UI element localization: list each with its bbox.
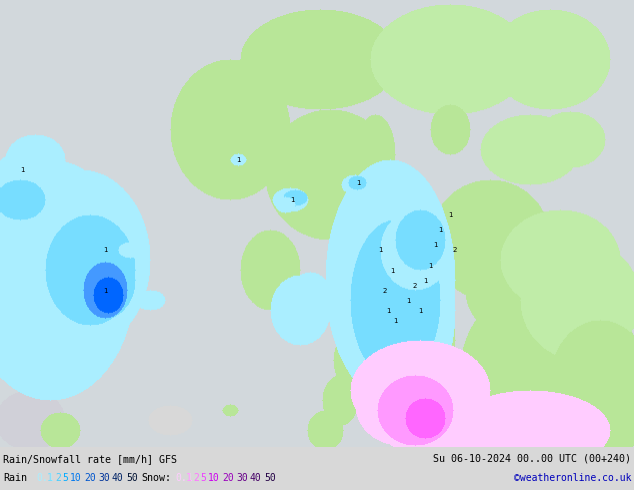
Text: 1: 1 <box>418 308 422 314</box>
Text: 1: 1 <box>385 308 391 314</box>
Text: 20: 20 <box>84 473 96 483</box>
Text: 2: 2 <box>453 247 457 253</box>
Text: 1: 1 <box>390 268 394 273</box>
Text: 1: 1 <box>433 243 437 248</box>
Text: 1: 1 <box>406 297 410 304</box>
Text: 50: 50 <box>126 473 138 483</box>
Text: 5: 5 <box>200 473 206 483</box>
Text: 1: 1 <box>437 227 443 233</box>
Text: 2: 2 <box>55 473 61 483</box>
Text: 1: 1 <box>448 213 452 219</box>
Text: 50: 50 <box>264 473 276 483</box>
Text: Rain/Snowfall rate [mm/h] GFS: Rain/Snowfall rate [mm/h] GFS <box>3 454 177 464</box>
Text: 10: 10 <box>70 473 82 483</box>
Text: 2: 2 <box>413 283 417 289</box>
Text: 1: 1 <box>378 247 382 253</box>
Text: 1: 1 <box>20 168 24 173</box>
Text: 5: 5 <box>62 473 68 483</box>
Text: 1: 1 <box>290 197 294 203</box>
Text: 40: 40 <box>112 473 124 483</box>
Text: 1: 1 <box>47 473 53 483</box>
Text: 1: 1 <box>392 318 398 323</box>
Text: 10: 10 <box>208 473 220 483</box>
Text: 40: 40 <box>250 473 262 483</box>
Text: 0.1: 0.1 <box>175 473 193 483</box>
Text: 1: 1 <box>103 247 107 253</box>
Text: 1: 1 <box>186 473 192 483</box>
Text: Su 06-10-2024 00..00 UTC (00+240): Su 06-10-2024 00..00 UTC (00+240) <box>433 454 631 464</box>
Text: 1: 1 <box>236 157 240 163</box>
Text: 30: 30 <box>98 473 110 483</box>
Text: 2: 2 <box>383 288 387 294</box>
Text: Snow:: Snow: <box>141 473 171 483</box>
Text: 20: 20 <box>222 473 234 483</box>
Text: 1: 1 <box>428 263 432 269</box>
Text: Rain: Rain <box>3 473 27 483</box>
Text: 30: 30 <box>236 473 248 483</box>
Text: 1: 1 <box>103 288 107 294</box>
Text: ©weatheronline.co.uk: ©weatheronline.co.uk <box>514 473 631 483</box>
Text: 0.1: 0.1 <box>36 473 54 483</box>
Text: 1: 1 <box>423 277 427 284</box>
Text: 1: 1 <box>356 180 360 186</box>
Text: 2: 2 <box>193 473 199 483</box>
